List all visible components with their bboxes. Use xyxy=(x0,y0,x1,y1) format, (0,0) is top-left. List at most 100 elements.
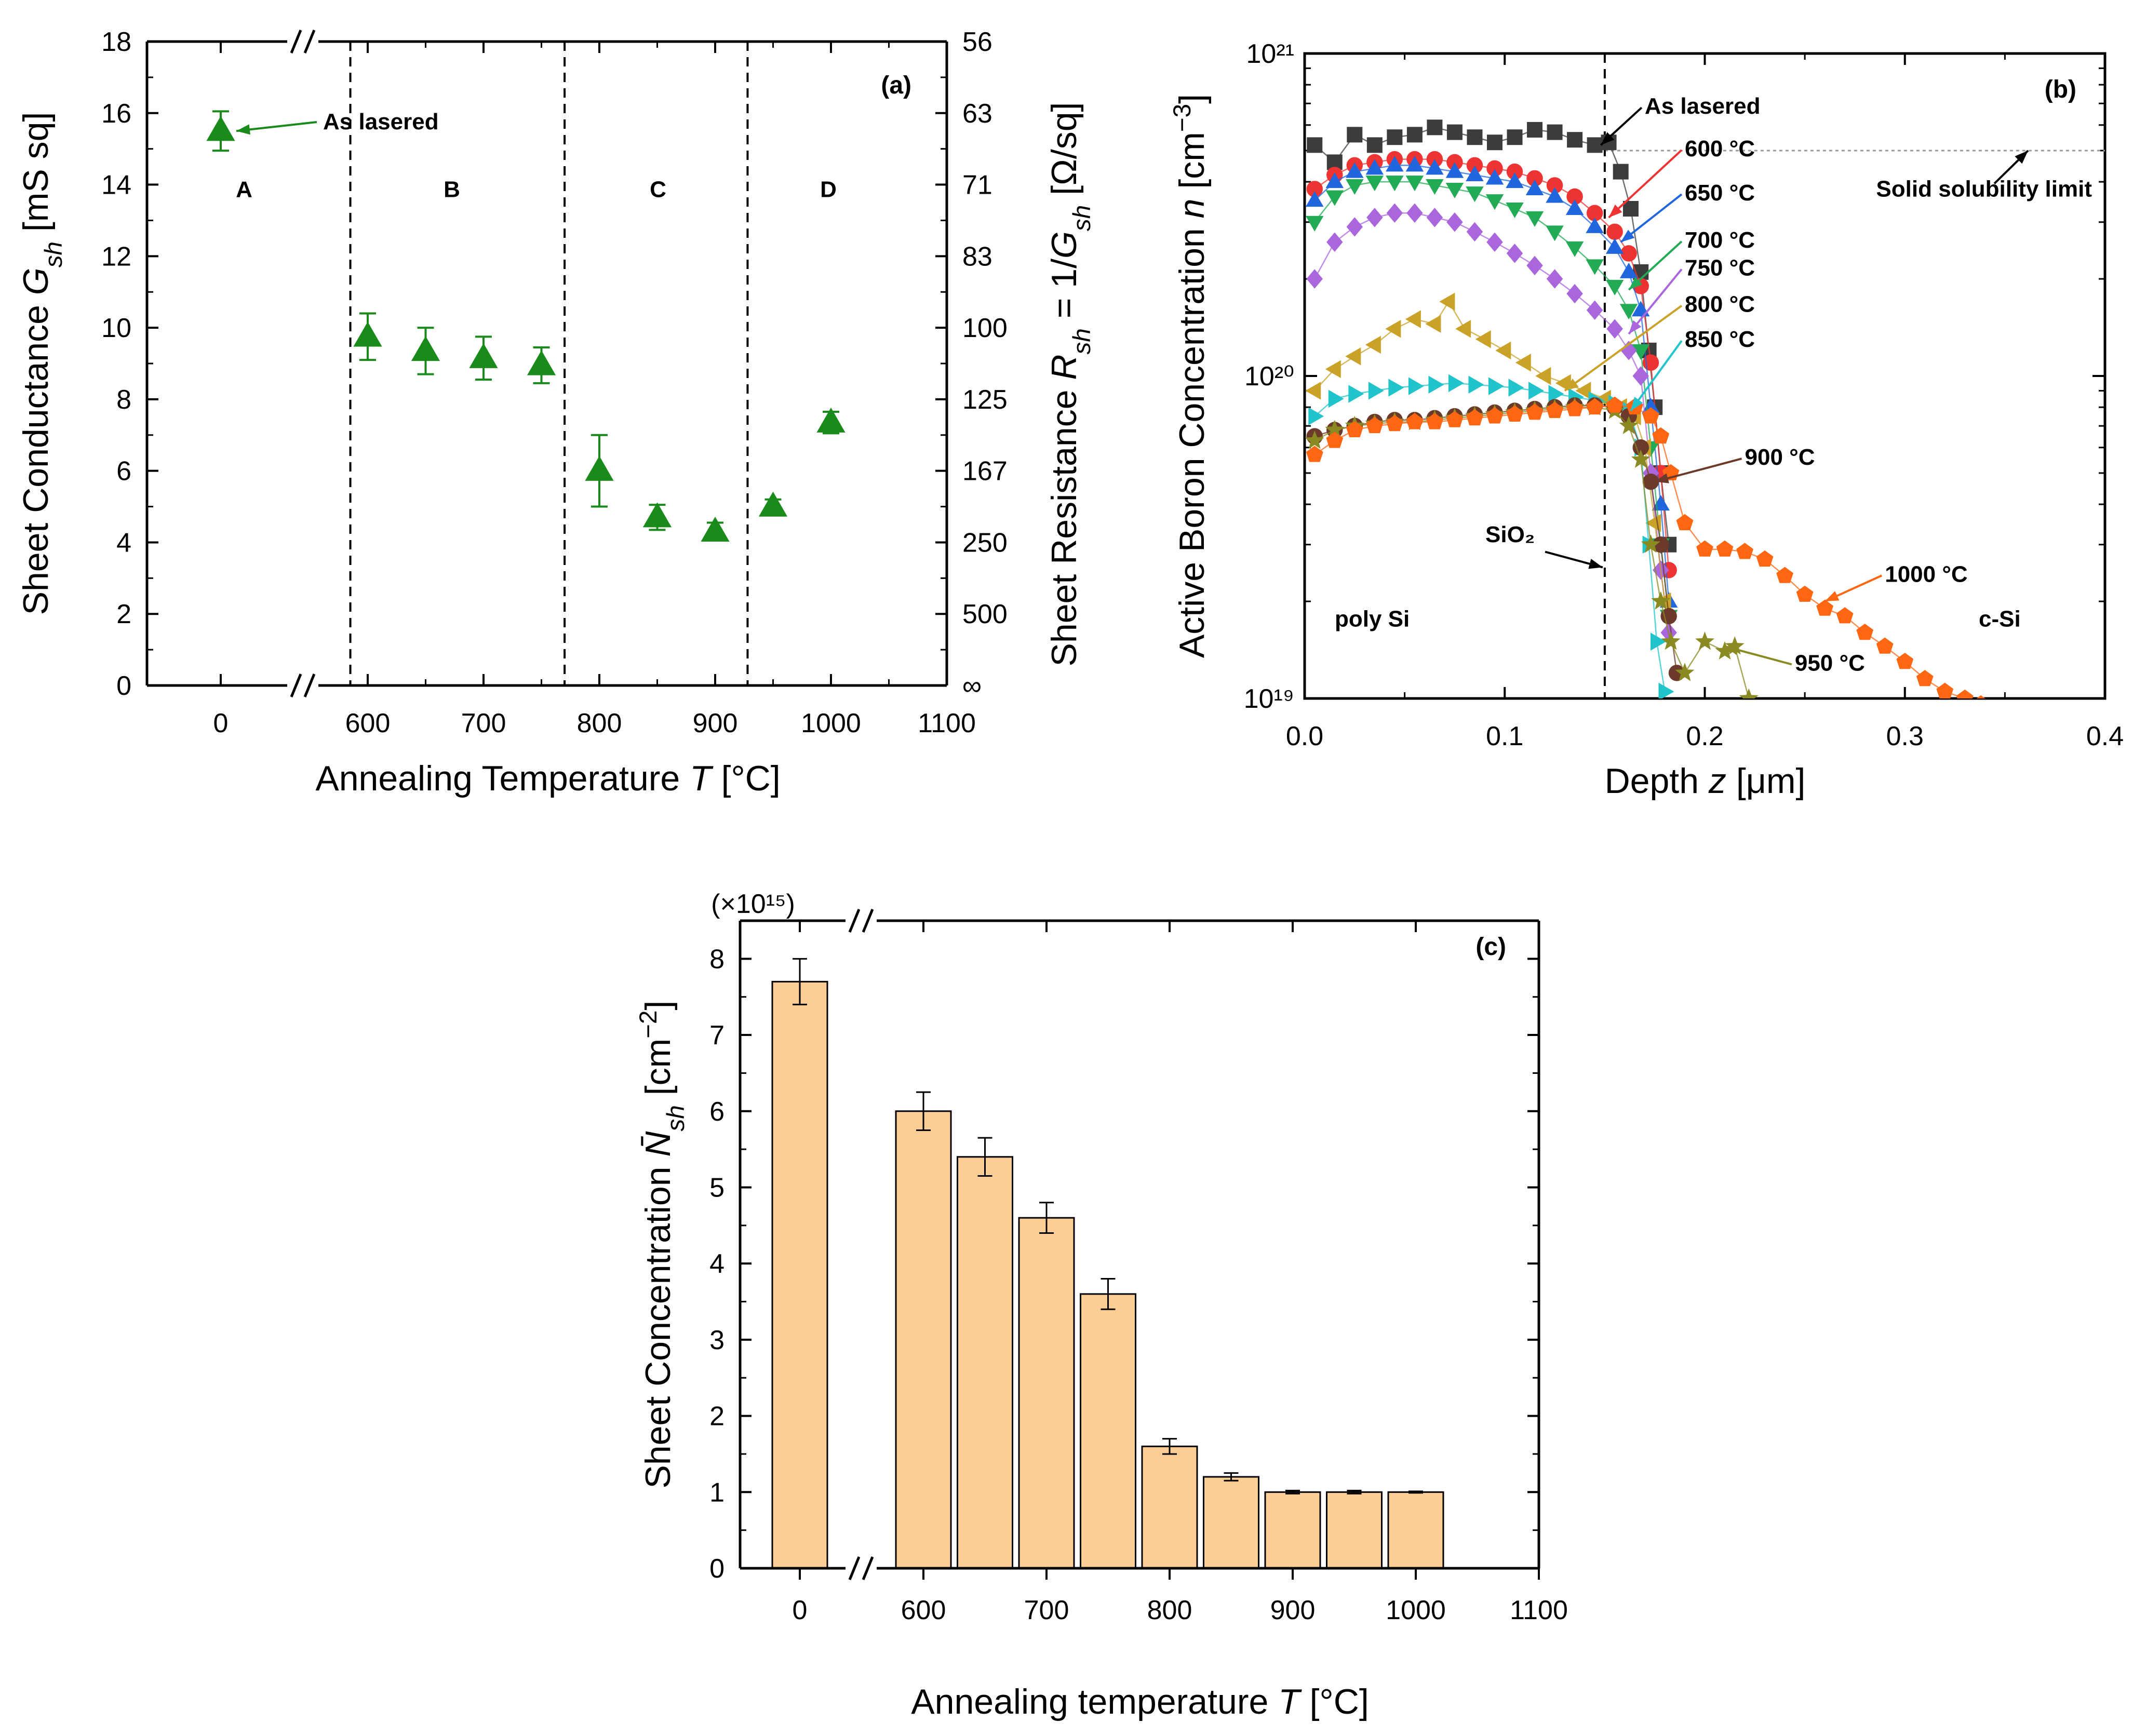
series-point xyxy=(1426,413,1443,429)
series-label-arrow-head xyxy=(1608,204,1622,218)
x-tick-label: 600 xyxy=(345,708,391,738)
series-point xyxy=(1346,421,1363,437)
bar xyxy=(895,1110,952,1569)
x-tick-label: 900 xyxy=(693,708,738,738)
y-tick-label: 7 xyxy=(709,1020,725,1051)
series-point xyxy=(1660,608,1677,625)
x-axis-label-part: T xyxy=(1278,1682,1302,1721)
y-axis-label-part: G xyxy=(16,267,56,295)
series-point xyxy=(1546,177,1563,194)
series-point xyxy=(1936,682,1954,698)
series-label: 950 °C xyxy=(1795,650,1865,676)
series-point xyxy=(1366,416,1384,434)
y-tick-label: 2 xyxy=(116,599,131,629)
series-point xyxy=(1586,398,1603,415)
x-tick-label: 1000 xyxy=(1386,1595,1446,1625)
y2-tick-label: 167 xyxy=(962,456,1008,487)
series-point xyxy=(1586,217,1604,233)
series-point xyxy=(1387,129,1403,145)
as-lasered-arrow-head xyxy=(236,124,250,135)
series-point xyxy=(1306,216,1324,232)
series-point xyxy=(1475,330,1491,348)
series-point xyxy=(1651,591,1671,610)
panel-label: (a) xyxy=(881,72,911,99)
x-axis-label-part: Annealing Temperature xyxy=(315,759,690,798)
series-point xyxy=(1386,203,1403,223)
series-point xyxy=(1652,427,1670,444)
series-point xyxy=(1632,366,1649,386)
x-tick-label: 0.2 xyxy=(1686,721,1723,751)
series-point xyxy=(1776,567,1793,583)
panel-a-conductance: 0 ∞ 2 500 4 250 6 167 8 125 10 100 12 83 14 71 16 63 18 56 0… xyxy=(16,27,1096,798)
x-tick-label: 1000 xyxy=(801,708,861,738)
y-axis-label-part: [cm xyxy=(638,1039,678,1105)
series-point xyxy=(1586,259,1604,275)
series-point xyxy=(1661,631,1681,650)
series-point xyxy=(1632,439,1649,456)
series-point xyxy=(1546,269,1563,289)
series-point xyxy=(1488,377,1504,395)
axis-break-bottom-b xyxy=(862,1556,874,1580)
y-axis-label-part: Active Boron Concentration xyxy=(1172,218,1212,658)
y2-axis-label: Sheet Resistance Rsh = 1/Gsh [Ω/sq] xyxy=(1044,102,1096,667)
series-point xyxy=(1446,411,1464,427)
series-point xyxy=(1715,641,1735,660)
bar xyxy=(1141,1445,1198,1569)
series-point xyxy=(1445,162,1464,178)
y-tick-label: 4 xyxy=(709,1249,725,1279)
series-point xyxy=(1836,607,1854,624)
series-point xyxy=(1446,154,1463,171)
y-axis-label-part: Sheet Conductance xyxy=(16,295,56,615)
y-axis-label-part: N̄ xyxy=(638,1131,678,1157)
y-axis-label-part: [cm xyxy=(1172,132,1212,198)
x-tick-label: 0 xyxy=(793,1595,808,1625)
x-axis-label: Depth z [μm] xyxy=(1605,761,1806,801)
series-point xyxy=(1535,367,1551,385)
series-point xyxy=(1642,473,1659,490)
series-point xyxy=(1386,156,1404,172)
y2-axis-label-part: R xyxy=(1044,354,1084,380)
series-label: 650 °C xyxy=(1685,180,1755,206)
series-point xyxy=(1586,205,1603,222)
series-point xyxy=(1439,292,1455,311)
series-label-arrow-head xyxy=(1655,473,1669,483)
axis-break-bottom-a xyxy=(848,1556,861,1580)
oxide-arrow-head xyxy=(1588,559,1603,569)
series-point xyxy=(1641,534,1660,553)
series-point xyxy=(1405,156,1424,172)
series-point xyxy=(1622,201,1639,217)
series-point xyxy=(1716,540,1734,557)
series-point xyxy=(1796,585,1814,602)
series-point xyxy=(1448,374,1464,393)
x-tick-label: 900 xyxy=(1270,1595,1316,1625)
series-point xyxy=(1466,222,1483,242)
series-point xyxy=(1305,430,1324,449)
y2-axis-label-part: sh xyxy=(1068,328,1096,354)
series-point xyxy=(1506,172,1524,189)
series-point xyxy=(1305,382,1321,400)
y-axis-label: Sheet Conductance Gsh [mS sq] xyxy=(16,112,68,615)
series-point xyxy=(1455,320,1471,338)
x-axis-label-part: Depth xyxy=(1605,761,1709,801)
series-point xyxy=(1306,181,1323,197)
series-point xyxy=(1856,624,1874,640)
series-point xyxy=(1956,689,1974,698)
series-point xyxy=(1348,385,1364,403)
x-tick-label: 0.4 xyxy=(2086,721,2124,751)
x-axis-label-part: [°C] xyxy=(712,759,781,798)
y-tick-label: 1 xyxy=(709,1477,725,1508)
series-point xyxy=(1605,279,1624,295)
series-line xyxy=(1314,406,1750,698)
series-point xyxy=(1486,232,1503,252)
series-point xyxy=(1485,169,1504,185)
data-point xyxy=(206,116,235,141)
series-label-arrow-line xyxy=(1564,305,1683,392)
series-point xyxy=(1365,176,1384,192)
multiplier-label: (×10¹⁵) xyxy=(711,889,795,919)
y2-axis-label-part: = 1/ xyxy=(1044,259,1084,328)
series-point xyxy=(1566,188,1583,205)
series-point xyxy=(1515,354,1531,372)
x-tick-label: 800 xyxy=(577,708,622,738)
series-point xyxy=(1756,550,1774,567)
series-point xyxy=(1652,536,1669,553)
